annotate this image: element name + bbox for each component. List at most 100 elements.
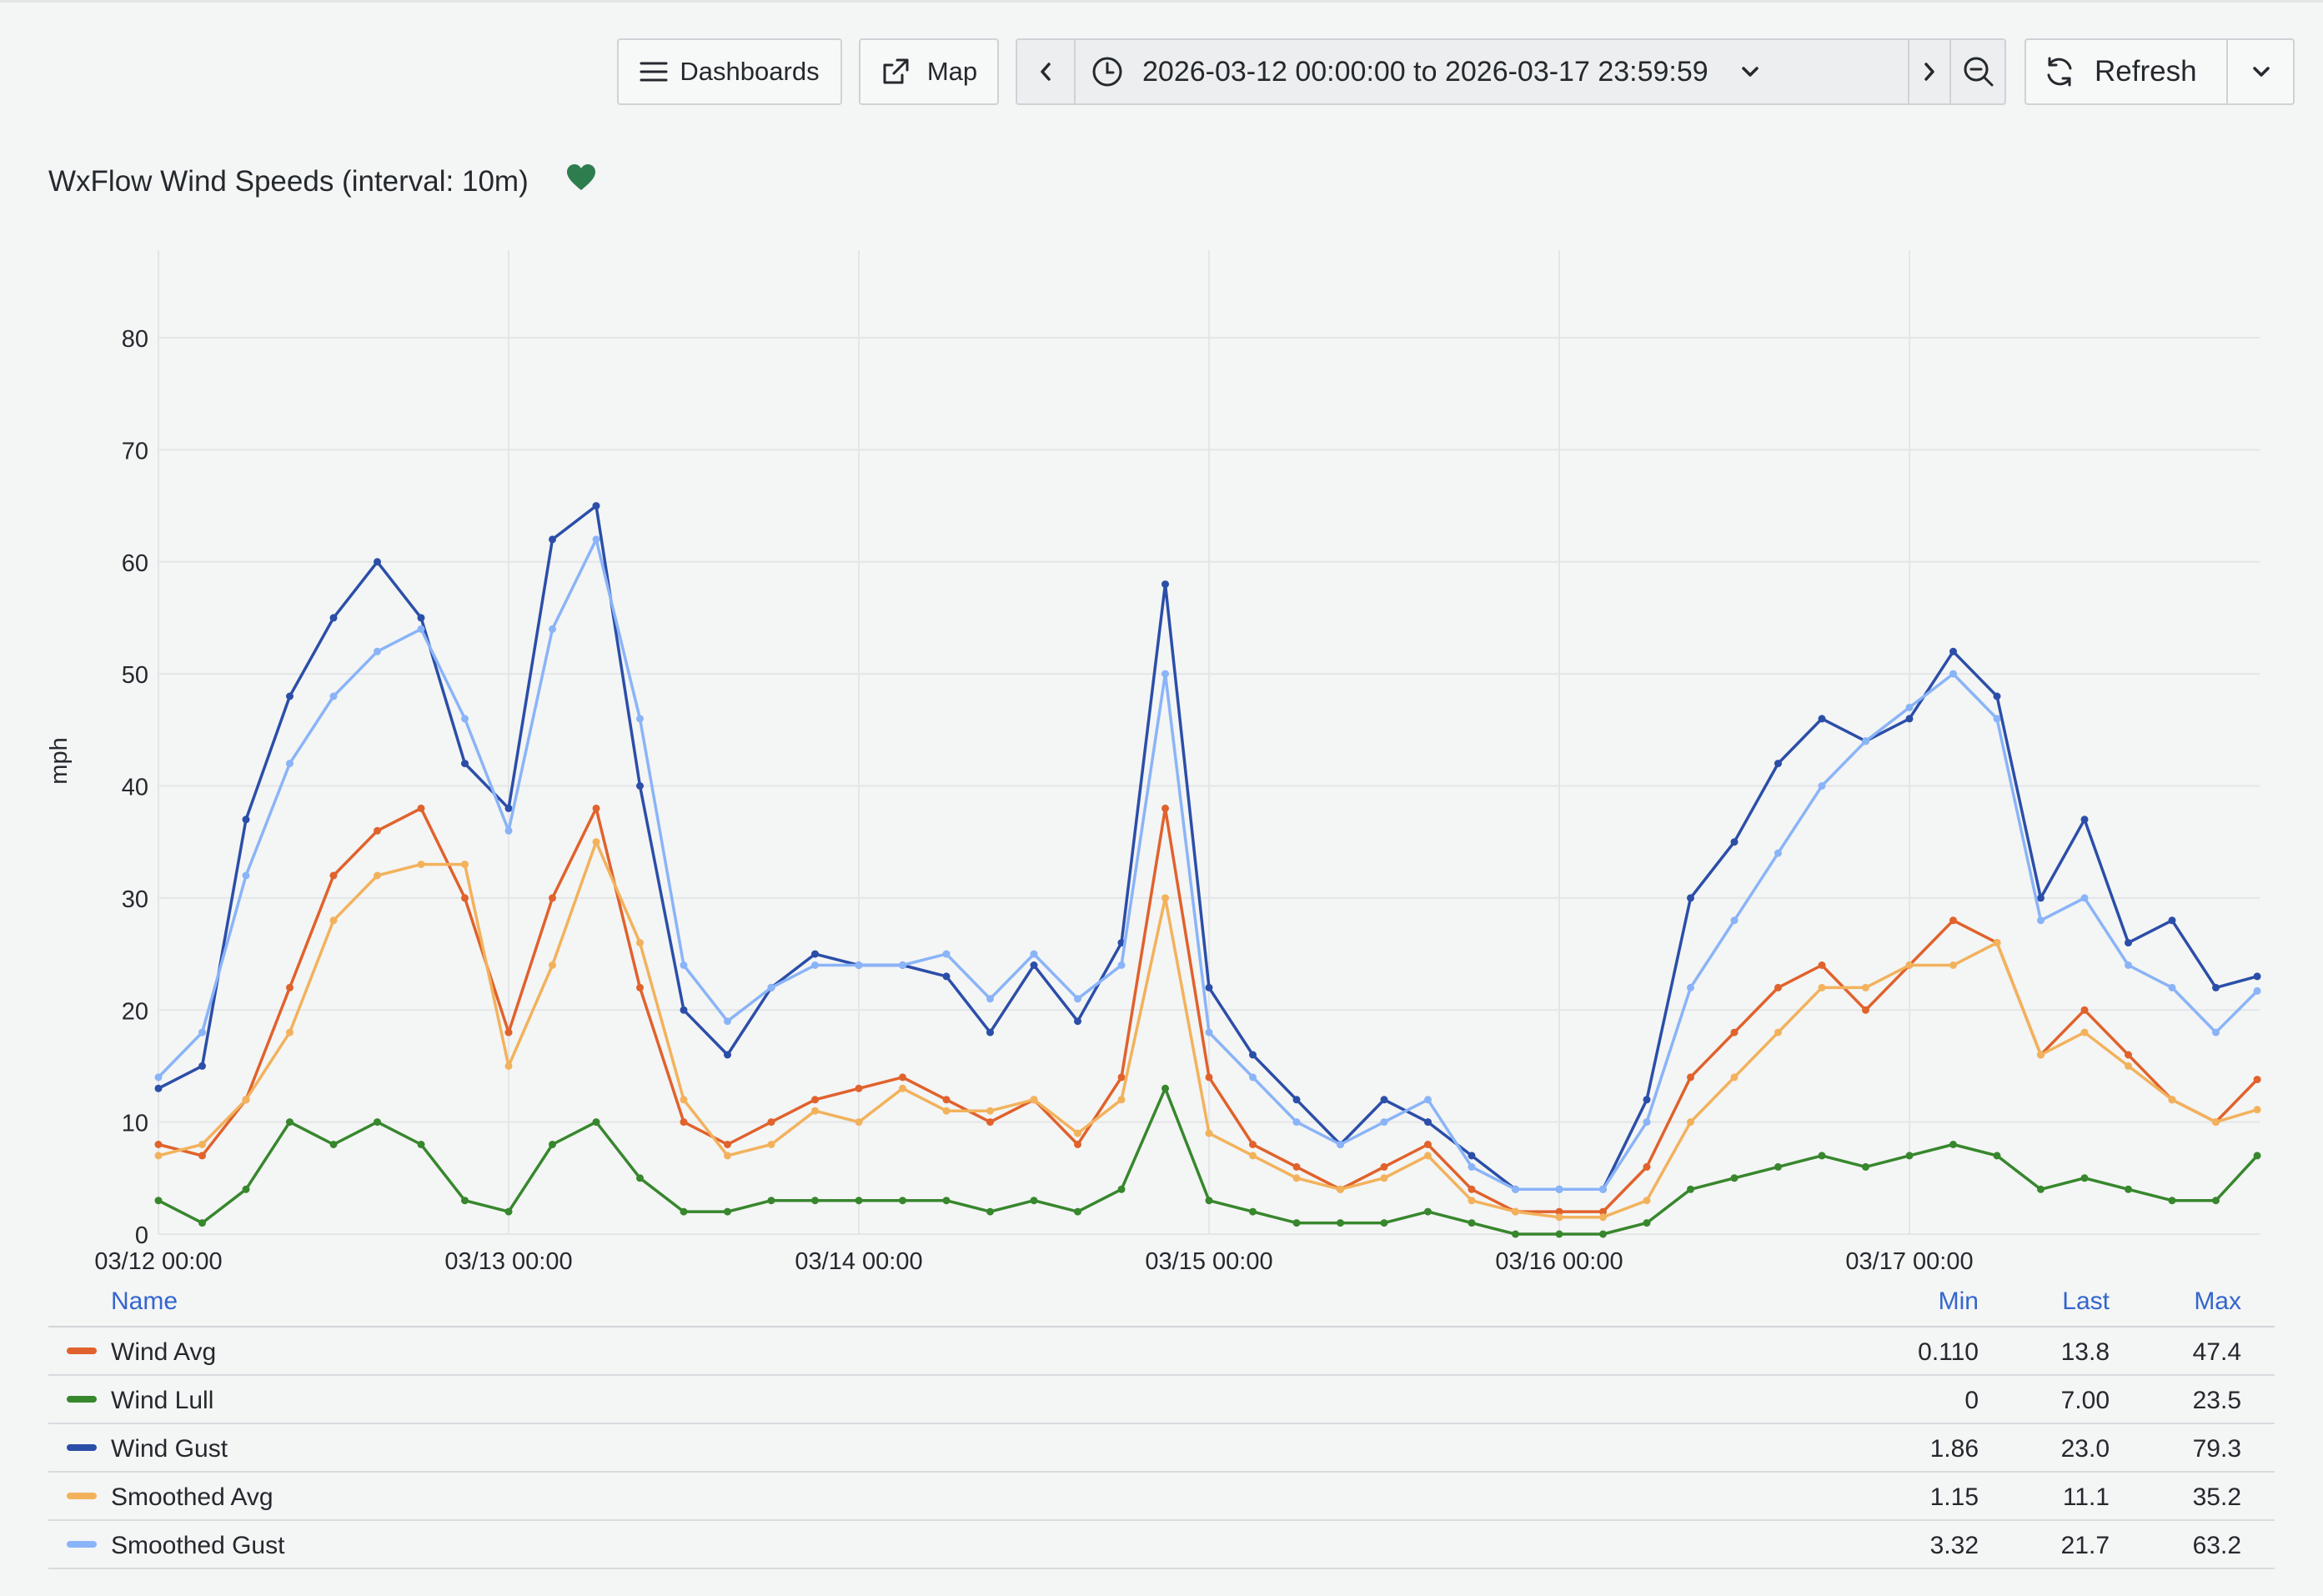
data-point[interactable] [1249,1051,1257,1059]
data-point[interactable] [504,1028,513,1036]
data-point[interactable] [198,1028,206,1036]
data-point[interactable] [2212,983,2220,991]
data-point[interactable] [811,950,819,958]
data-point[interactable] [1599,1185,1607,1193]
data-point[interactable] [154,1197,163,1205]
data-point[interactable] [1249,1073,1257,1082]
data-point[interactable] [154,1152,163,1160]
data-point[interactable] [1205,1028,1213,1036]
time-forward-button[interactable] [1909,40,1951,103]
data-point[interactable] [2125,1051,2132,1059]
data-point[interactable] [1468,1185,1476,1193]
data-point[interactable] [1030,1197,1038,1205]
data-point[interactable] [1818,961,1826,969]
data-point[interactable] [1030,950,1038,958]
data-point[interactable] [198,1141,206,1148]
data-point[interactable] [417,625,425,633]
data-point[interactable] [1337,1141,1344,1148]
data-point[interactable] [329,1141,338,1148]
legend-header-last[interactable]: Last [2062,1287,2110,1315]
data-point[interactable] [329,916,338,925]
data-point[interactable] [899,1197,906,1205]
data-point[interactable] [2037,916,2045,925]
data-point[interactable] [1862,1006,1869,1014]
data-point[interactable] [1468,1197,1476,1205]
data-point[interactable] [2125,939,2132,947]
legend-row[interactable]: Wind Avg 0.110 13.8 47.4 [48,1327,2275,1376]
data-point[interactable] [1512,1230,1519,1238]
data-point[interactable] [1687,983,1694,991]
data-point[interactable] [549,535,556,544]
data-point[interactable] [286,1118,294,1127]
data-point[interactable] [2253,1152,2261,1160]
data-point[interactable] [1555,1230,1563,1238]
legend-row[interactable]: Smoothed Gust 3.32 21.7 63.2 [48,1521,2275,1569]
data-point[interactable] [1993,715,2001,723]
data-point[interactable] [1162,670,1169,678]
data-point[interactable] [549,1141,556,1148]
data-point[interactable] [592,502,600,510]
data-point[interactable] [1074,995,1081,1003]
data-point[interactable] [504,1061,513,1070]
data-point[interactable] [549,961,556,969]
data-point[interactable] [286,1028,294,1036]
data-point[interactable] [767,983,775,991]
data-point[interactable] [1993,939,2001,947]
data-point[interactable] [1205,1197,1213,1205]
data-point[interactable] [1162,1084,1169,1092]
data-point[interactable] [1555,1185,1563,1193]
refresh-button[interactable]: Refresh [2026,40,2228,103]
data-point[interactable] [1380,1118,1388,1127]
data-point[interactable] [1292,1118,1301,1127]
data-point[interactable] [2168,1197,2176,1205]
data-point[interactable] [374,647,381,655]
data-point[interactable] [1292,1096,1301,1104]
data-point[interactable] [417,614,425,622]
series-wind-lull[interactable] [154,1084,2261,1238]
data-point[interactable] [899,1084,906,1092]
data-point[interactable] [942,1197,951,1205]
data-point[interactable] [1730,1028,1738,1036]
data-point[interactable] [329,692,338,700]
data-point[interactable] [724,1051,731,1059]
data-point[interactable] [461,715,469,723]
data-point[interactable] [242,1185,250,1193]
dashboards-button[interactable]: Dashboards [617,38,842,105]
data-point[interactable] [899,961,906,969]
data-point[interactable] [1249,1141,1257,1148]
data-point[interactable] [374,1118,381,1127]
series-smoothed-gust[interactable] [154,535,2261,1193]
data-point[interactable] [942,1107,951,1115]
series-smoothed-avg[interactable] [154,838,2261,1222]
data-point[interactable] [1905,703,1914,711]
data-point[interactable] [899,1073,906,1082]
data-point[interactable] [2253,1106,2261,1114]
data-point[interactable] [1774,1028,1782,1036]
data-point[interactable] [1162,580,1169,589]
data-point[interactable] [1117,1096,1126,1104]
data-point[interactable] [1424,1141,1432,1148]
data-point[interactable] [504,826,513,835]
data-point[interactable] [2168,1096,2176,1104]
data-point[interactable] [549,625,556,633]
data-point[interactable] [1905,715,1914,723]
data-point[interactable] [1599,1213,1607,1222]
series-wind-gust[interactable] [154,502,2261,1193]
data-point[interactable] [2080,816,2089,824]
data-point[interactable] [1687,1185,1694,1193]
data-point[interactable] [1949,670,1957,678]
data-point[interactable] [1993,692,2001,700]
data-point[interactable] [986,1028,994,1036]
data-point[interactable] [1468,1152,1476,1160]
data-point[interactable] [2080,894,2089,902]
data-point[interactable] [855,1118,863,1127]
wind-speed-chart[interactable]: 0 10 20 30 40 50 60 70 80 03/12 00:00 03/13 00:00 0… [0,242,2323,1282]
time-back-button[interactable] [1017,40,1076,103]
data-point[interactable] [1643,1118,1651,1127]
data-point[interactable] [198,1061,206,1070]
data-point[interactable] [198,1152,206,1160]
data-point[interactable] [2125,1061,2132,1070]
zoom-out-button[interactable] [1951,40,2006,103]
data-point[interactable] [680,1207,688,1216]
data-point[interactable] [504,804,513,812]
